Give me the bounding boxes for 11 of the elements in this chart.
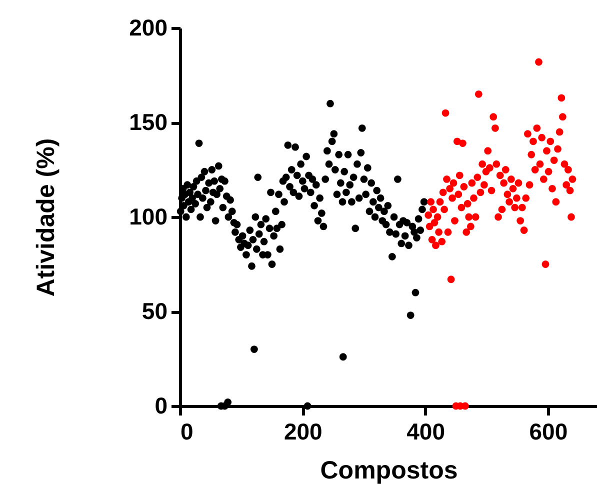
y-tick-label: 150 [129,109,168,135]
y-axis-title: Atividade (%) [32,138,60,297]
x-tick-label: 600 [529,418,568,444]
y-tick-label: 50 [142,298,168,324]
x-tick-label: 200 [284,418,322,444]
x-tick-label: 400 [406,418,445,444]
x-tick-label: 0 [180,418,194,444]
x-axis-title: Compostos [320,456,458,484]
y-tick-label: 200 [129,14,168,40]
y-tick-label: 100 [129,204,168,230]
y-tick-label: 0 [154,392,168,418]
